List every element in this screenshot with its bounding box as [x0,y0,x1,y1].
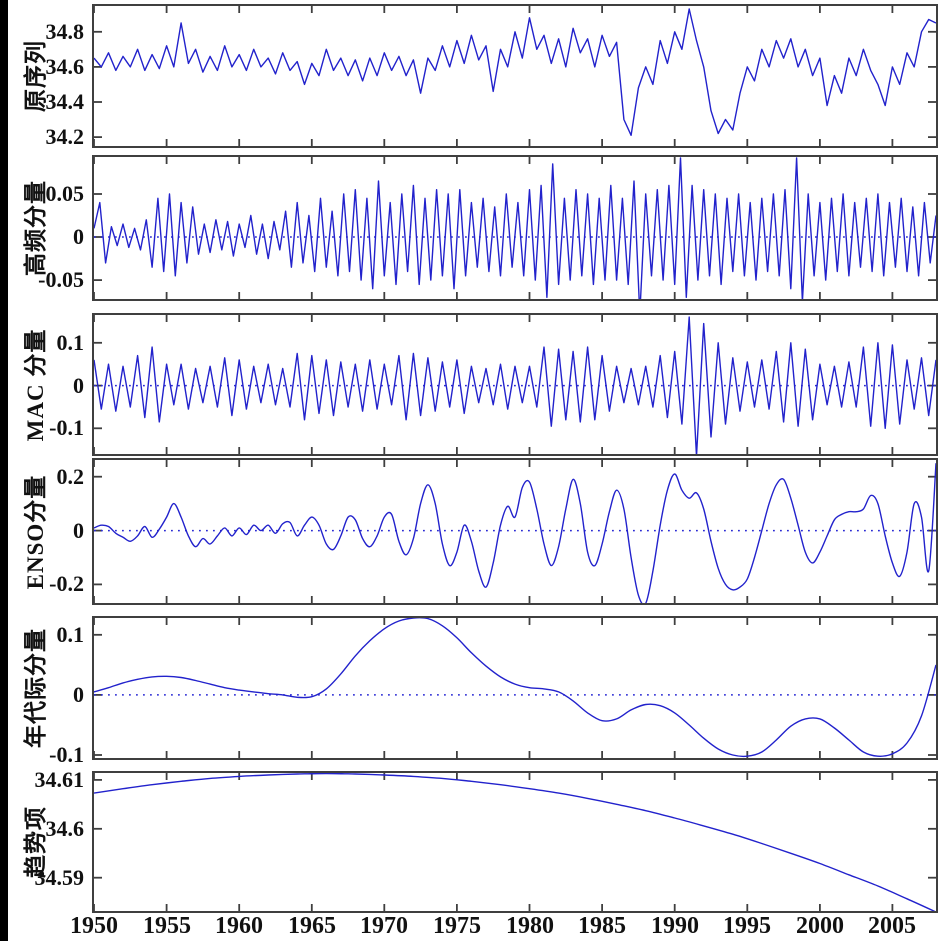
y-tick-label: 0.1 [56,330,85,355]
plot-mac-component [94,315,936,454]
x-tick-label: 1970 [360,913,408,939]
x-tick-label: 1990 [651,913,699,939]
y-tick-label: 34.8 [45,19,85,44]
y-tick-label: 0 [73,518,84,543]
x-tick-label: 2005 [868,913,916,939]
x-tick-label: 1965 [288,913,336,939]
y-tick-label: 34.6 [45,54,85,79]
y-tick-label: 0 [73,224,84,249]
y-tick-label: -0.2 [49,571,84,596]
series-line [94,8,936,136]
panel-enso-component [92,458,938,605]
series-line [94,463,936,603]
y-tick-label: 34.61 [34,767,85,792]
series-line [94,316,936,454]
series-line [94,618,936,758]
series-line [94,157,936,299]
plot-enso-component [94,460,936,603]
panel-trend-term [92,771,938,913]
x-tick-label: 1955 [143,913,191,939]
y-tick-label: 34.6 [45,816,85,841]
panel-mac-component [92,313,938,456]
y-tick-label: 0 [73,373,84,398]
y-tick-label: -0.05 [38,267,84,292]
y-tick-label: 0.1 [56,622,85,647]
plot-trend-term [94,773,936,911]
y-tick-label: 34.2 [45,124,85,149]
x-tick-label: 1995 [723,913,771,939]
y-tick-label: 0.2 [56,464,85,489]
x-tick-label: 1985 [578,913,626,939]
series-line [94,773,936,911]
y-tick-label: -0.1 [49,742,84,767]
x-tick-label: 1950 [70,913,118,939]
plot-original-series [94,6,936,146]
x-tick-label: 2000 [796,913,844,939]
panel-interdecadal-component [92,616,938,760]
x-tick-label: 1980 [506,913,554,939]
plot-interdecadal-component [94,618,936,758]
y-tick-label: 34.4 [45,89,85,114]
x-tick-label: 1960 [215,913,263,939]
panel-original-series [92,4,938,148]
x-tick-label: 1975 [433,913,481,939]
y-tick-label: -0.1 [49,415,84,440]
y-tick-label: 0 [73,682,84,707]
y-tick-label: 34.59 [34,865,85,890]
plot-high-frequency-component [94,157,936,299]
screenshot-left-border [0,0,8,941]
y-tick-label: 0.05 [45,181,85,206]
panel-high-frequency-component [92,155,938,301]
